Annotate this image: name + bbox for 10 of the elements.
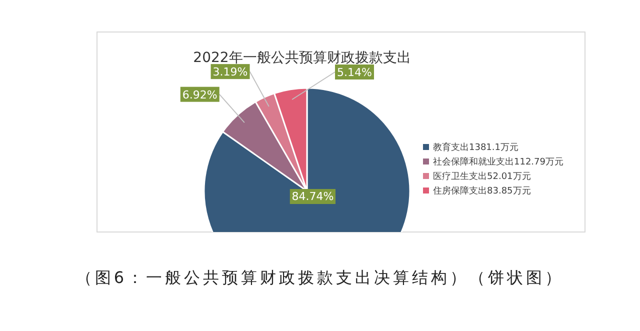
data-label: 5.14% — [337, 66, 372, 79]
data-label: 84.74% — [292, 190, 334, 203]
data-label: 6.92% — [182, 88, 218, 102]
chart-title: 2022年一般公共预算财政拨款支出 — [193, 50, 411, 66]
legend-label: 社会保障和就业支出112.79万元 — [433, 156, 564, 168]
legend-label: 住房保障支出83.85万元 — [433, 186, 531, 196]
data-label: 3.19% — [212, 66, 248, 79]
legend-label: 医疗卫生支出52.01万元 — [433, 171, 531, 182]
text: （图6：一般公共预算财政拨款支出决算结构）（饼状图） — [76, 268, 564, 287]
legend-label: 教育支出1381.1万元 — [433, 142, 518, 153]
